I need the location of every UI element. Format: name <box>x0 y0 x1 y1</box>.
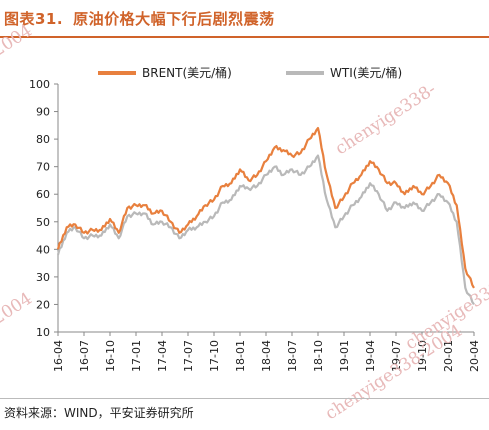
x-tick-label: 18-07 <box>286 340 299 372</box>
x-tick-label: 19-10 <box>416 340 429 372</box>
y-tick-label: 30 <box>36 271 50 284</box>
y-tick-label: 40 <box>36 243 50 256</box>
x-tick-label: 18-04 <box>260 340 273 372</box>
legend: BRENT(美元/桶) WTI(美元/桶) <box>0 64 489 84</box>
legend-item-wti: WTI(美元/桶) <box>286 64 402 81</box>
x-tick-label: 19-01 <box>338 340 351 372</box>
figure-title: 原油价格大幅下行后剧烈震荡 <box>73 10 275 28</box>
figure-number: 图表31. <box>4 10 64 28</box>
x-tick-label: 20-04 <box>468 340 481 372</box>
y-tick-label: 60 <box>36 188 50 201</box>
x-tick-label: 19-04 <box>364 340 377 372</box>
y-tick-label: 10 <box>36 326 50 339</box>
title-rule <box>0 36 489 38</box>
x-tick-label: 17-01 <box>130 340 143 372</box>
footer-rule <box>0 398 489 399</box>
series-line-brent <box>56 127 475 289</box>
x-tick-label: 17-04 <box>156 340 169 372</box>
x-tick-label: 17-07 <box>182 340 195 372</box>
legend-item-brent: BRENT(美元/桶) <box>98 64 232 81</box>
series-line-wti <box>56 154 475 306</box>
x-tick-label: 20-01 <box>442 340 455 372</box>
legend-swatch-wti <box>286 70 324 75</box>
legend-swatch-brent <box>98 70 136 75</box>
y-tick-label: 20 <box>36 298 50 311</box>
x-tick-label: 18-10 <box>312 340 325 372</box>
x-tick-label: 16-04 <box>52 340 65 372</box>
x-tick-label: 19-07 <box>390 340 403 372</box>
x-tick-label: 17-10 <box>208 340 221 372</box>
y-tick-label: 70 <box>36 161 50 174</box>
chart-title: 图表31. 原油价格大幅下行后剧烈震荡 <box>4 8 275 29</box>
x-tick-label: 18-01 <box>234 340 247 372</box>
y-tick-label: 50 <box>36 216 50 229</box>
y-tick-label: 100 <box>29 78 50 91</box>
y-tick-label: 80 <box>36 133 50 146</box>
source-note: 资料来源：WIND，平安证券研究所 <box>4 406 194 420</box>
x-tick-label: 16-07 <box>78 340 91 372</box>
legend-label-brent: BRENT(美元/桶) <box>142 66 232 80</box>
legend-label-wti: WTI(美元/桶) <box>330 66 403 80</box>
y-tick-label: 90 <box>36 106 50 119</box>
x-tick-label: 16-10 <box>104 340 117 372</box>
